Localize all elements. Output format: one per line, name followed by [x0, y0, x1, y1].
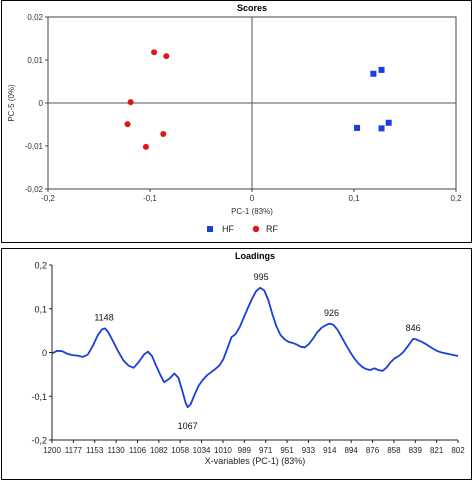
- rf-point: [124, 121, 131, 128]
- x-tick-label: 876: [366, 446, 380, 455]
- x-tick-label: 0,2: [450, 194, 462, 203]
- rf-point: [160, 130, 167, 137]
- loadings-title: Loadings: [235, 251, 275, 261]
- x-tick-label: 1034: [193, 446, 211, 455]
- y-tick-label: -0,1: [31, 392, 47, 402]
- rf-point: [127, 99, 134, 106]
- peak-label-995: 995: [254, 272, 269, 282]
- x-tick-label: 1153: [86, 446, 104, 455]
- x-tick-label: 802: [451, 446, 465, 455]
- x-tick-label: -0,2: [41, 194, 55, 203]
- peak-label-846: 846: [406, 323, 421, 333]
- x-tick-label: 1010: [214, 446, 232, 455]
- legend-rf-swatch: [252, 225, 260, 233]
- x-tick-label: 1106: [129, 446, 147, 455]
- y-tick-label: 0,02: [27, 13, 43, 22]
- x-tick-label: 821: [430, 446, 444, 455]
- x-axis-label: PC-1 (83%): [231, 207, 273, 216]
- peak-label-1148: 1148: [94, 312, 113, 322]
- x-tick-label: 0: [250, 194, 255, 203]
- scores-panel: Scores -0,2 -0,1 0 0,1 0,2 0,02 0,01 0 -0,01 -0,02…: [1, 0, 472, 243]
- scores-title: Scores: [237, 3, 267, 13]
- x-tick-label: 1058: [171, 446, 189, 455]
- hf-point: [370, 70, 377, 77]
- x-tick-label: 0,1: [348, 194, 360, 203]
- hf-point: [354, 124, 361, 131]
- x-tick-label: 933: [302, 446, 316, 455]
- x-tick-label: 914: [323, 446, 337, 455]
- x-tick-label: 1130: [108, 446, 126, 455]
- y-tick-label: 0,2: [34, 261, 47, 271]
- x-axis-label: X-variables (PC-1) (83%): [205, 456, 306, 466]
- y-tick-label: 0: [39, 99, 44, 108]
- x-tick-label: 989: [238, 446, 252, 455]
- hf-point: [385, 119, 392, 126]
- x-tick-label: 971: [259, 446, 273, 455]
- rf-point: [163, 53, 170, 60]
- legend-rf-label: RF: [266, 224, 278, 234]
- y-tick-label: -0,01: [25, 142, 44, 151]
- y-tick-label: 0,1: [34, 304, 47, 314]
- x-tick-label: 1200: [43, 446, 61, 455]
- y-tick-label: 0: [42, 348, 47, 358]
- x-tick-label: 1082: [150, 446, 168, 455]
- scores-chart: Scores -0,2 -0,1 0 0,1 0,2 0,02 0,01 0 -0,01 -0,02…: [7, 3, 462, 234]
- loadings-line: [51, 286, 459, 409]
- peak-label-1067: 1067: [178, 421, 198, 431]
- x-tick-label: 951: [280, 446, 294, 455]
- legend-hf-label: HF: [222, 224, 234, 234]
- x-tick-label: -0,1: [143, 194, 157, 203]
- x-tick-label: 894: [344, 446, 358, 455]
- x-tick-label: 839: [409, 446, 423, 455]
- legend-hf-swatch: [207, 226, 213, 232]
- rf-point: [142, 143, 149, 150]
- y-tick-label: 0,01: [27, 56, 43, 65]
- y-axis-label: PC-5 (0%): [7, 84, 16, 122]
- hf-point: [378, 125, 385, 132]
- x-tick-label: 858: [387, 446, 401, 455]
- peak-label-926: 926: [324, 308, 339, 318]
- y-tick-label: -0,2: [31, 436, 47, 446]
- y-tick-label: -0,02: [25, 185, 44, 194]
- loadings-panel: Loadings 0,2 0,1 0 -0,1 -0,2 1200 1177 1153 1130 1…: [1, 248, 472, 480]
- x-tick-label: 1177: [65, 446, 83, 455]
- hf-point: [378, 66, 385, 73]
- rf-point: [151, 49, 158, 56]
